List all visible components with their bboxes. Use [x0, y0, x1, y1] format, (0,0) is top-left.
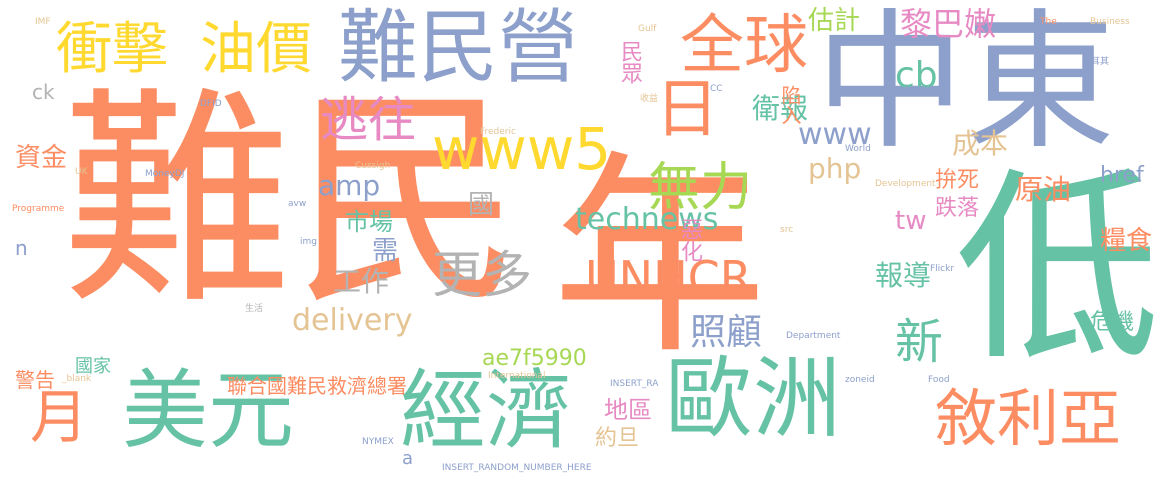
word-market: 市場	[345, 208, 393, 236]
word-turkey: 土耳其	[1082, 57, 1110, 67]
word-europe: 歐洲	[665, 347, 842, 450]
word-jordan: 約旦	[595, 426, 640, 451]
word-amp: amp	[318, 169, 381, 202]
word-the: The	[1040, 17, 1057, 27]
word-unhcr-zh: 聯合國難民救濟總署	[227, 374, 407, 398]
word-international: International	[488, 371, 546, 381]
word-insert-ra: INSERT_RA	[610, 379, 659, 389]
word-n: n	[15, 236, 28, 260]
word-helpless: 無力	[648, 158, 753, 218]
word-tw: tw	[895, 206, 927, 236]
word-fall: 跌落	[935, 196, 980, 221]
word-development: Development	[875, 179, 936, 189]
word-target: target	[905, 84, 933, 94]
word-funds: 資金	[15, 143, 68, 173]
word-department: Department	[786, 331, 841, 341]
word-cost: 成本	[952, 127, 1009, 160]
word-day: 日	[655, 73, 719, 147]
word-desperate: 拚死	[935, 168, 980, 193]
word-refugee-camp: 難民營	[338, 1, 578, 94]
word-ck: ck	[32, 80, 55, 104]
word-report: 報導	[875, 259, 932, 292]
word-usd: 美元	[122, 361, 294, 461]
word-public: 民眾	[617, 40, 642, 84]
word-crisis: 危機	[1090, 310, 1135, 335]
word-grain: 糧食	[1100, 226, 1153, 256]
word-gulf: Gulf	[638, 24, 657, 34]
word-more: 更多	[432, 246, 532, 304]
word-zoneid: zoneid	[845, 375, 875, 385]
word-food: Food	[928, 375, 950, 385]
word-imf: IMF	[35, 17, 51, 27]
word-nation: 國家	[75, 356, 111, 377]
word-www: www	[798, 117, 872, 152]
word-moneydj: MoneyDJ	[145, 169, 185, 179]
word-delivery: delivery	[292, 303, 413, 338]
word-low: 低	[955, 151, 1160, 389]
word-warning: 警告	[15, 368, 55, 392]
word-dfid: DFID	[200, 99, 222, 109]
word-cussigh: Cussigh	[355, 161, 391, 171]
word-frederic: Frederic	[480, 127, 516, 137]
word-iraq: 伊拉克	[96, 129, 124, 139]
word-middle-east: 中東	[815, 0, 1116, 170]
word-fall-into: 陷入	[778, 85, 802, 125]
word-uk: UK	[75, 167, 88, 177]
word-syria: 敘利亞	[935, 382, 1122, 455]
word-unhcr: UNHCR	[585, 251, 752, 305]
word-month: 月	[30, 383, 89, 451]
word-href: href	[1100, 163, 1144, 188]
word-refugee: 難民	[62, 69, 523, 336]
word-world: World	[845, 144, 871, 154]
word-cc: CC	[710, 84, 723, 94]
word-revenue: 收益	[640, 94, 659, 104]
word-region: 地區	[604, 396, 652, 424]
word-life: 生活	[245, 304, 264, 314]
word-programme: Programme	[12, 204, 65, 214]
word-avw: avw	[288, 199, 307, 209]
word-php: php	[808, 152, 862, 185]
word-crude-oil: 原油	[1015, 173, 1072, 206]
word-lebanon: 黎巴嫩	[900, 5, 997, 43]
word-worsen: 惡化	[677, 218, 702, 262]
word-guardian: 衛報	[752, 92, 809, 125]
word-new: 新	[895, 314, 944, 370]
word-technews: technews	[575, 202, 719, 237]
word-work: 工作	[333, 265, 390, 298]
word-img: img	[300, 237, 317, 247]
word-a: a	[402, 448, 414, 469]
word-global: 全球	[680, 9, 808, 83]
word-estimate: 估計	[808, 6, 861, 36]
word-need: 需	[372, 236, 399, 266]
word-year: 年	[552, 132, 767, 383]
word-blank: _blank	[62, 374, 92, 384]
word-economy: 經濟	[400, 361, 572, 461]
word-flee-to: 逃往	[320, 92, 417, 148]
word-flickr: Flickr	[930, 264, 955, 274]
word-www5: www5	[432, 115, 612, 183]
word-cb: cb	[895, 55, 938, 96]
word-care: 照顧	[690, 312, 763, 353]
word-oil-price: 油價	[200, 17, 312, 82]
word-country: 國	[468, 190, 495, 220]
word-insert-random: INSERT_RANDOM_NUMBER_HERE	[442, 463, 592, 473]
word-src: src	[780, 225, 794, 235]
word-impact: 衝擊	[56, 17, 168, 82]
word-ae7f5990: ae7f5990	[482, 346, 587, 371]
word-business: Business	[1090, 17, 1130, 27]
word-nymex: NYMEX	[362, 437, 394, 447]
